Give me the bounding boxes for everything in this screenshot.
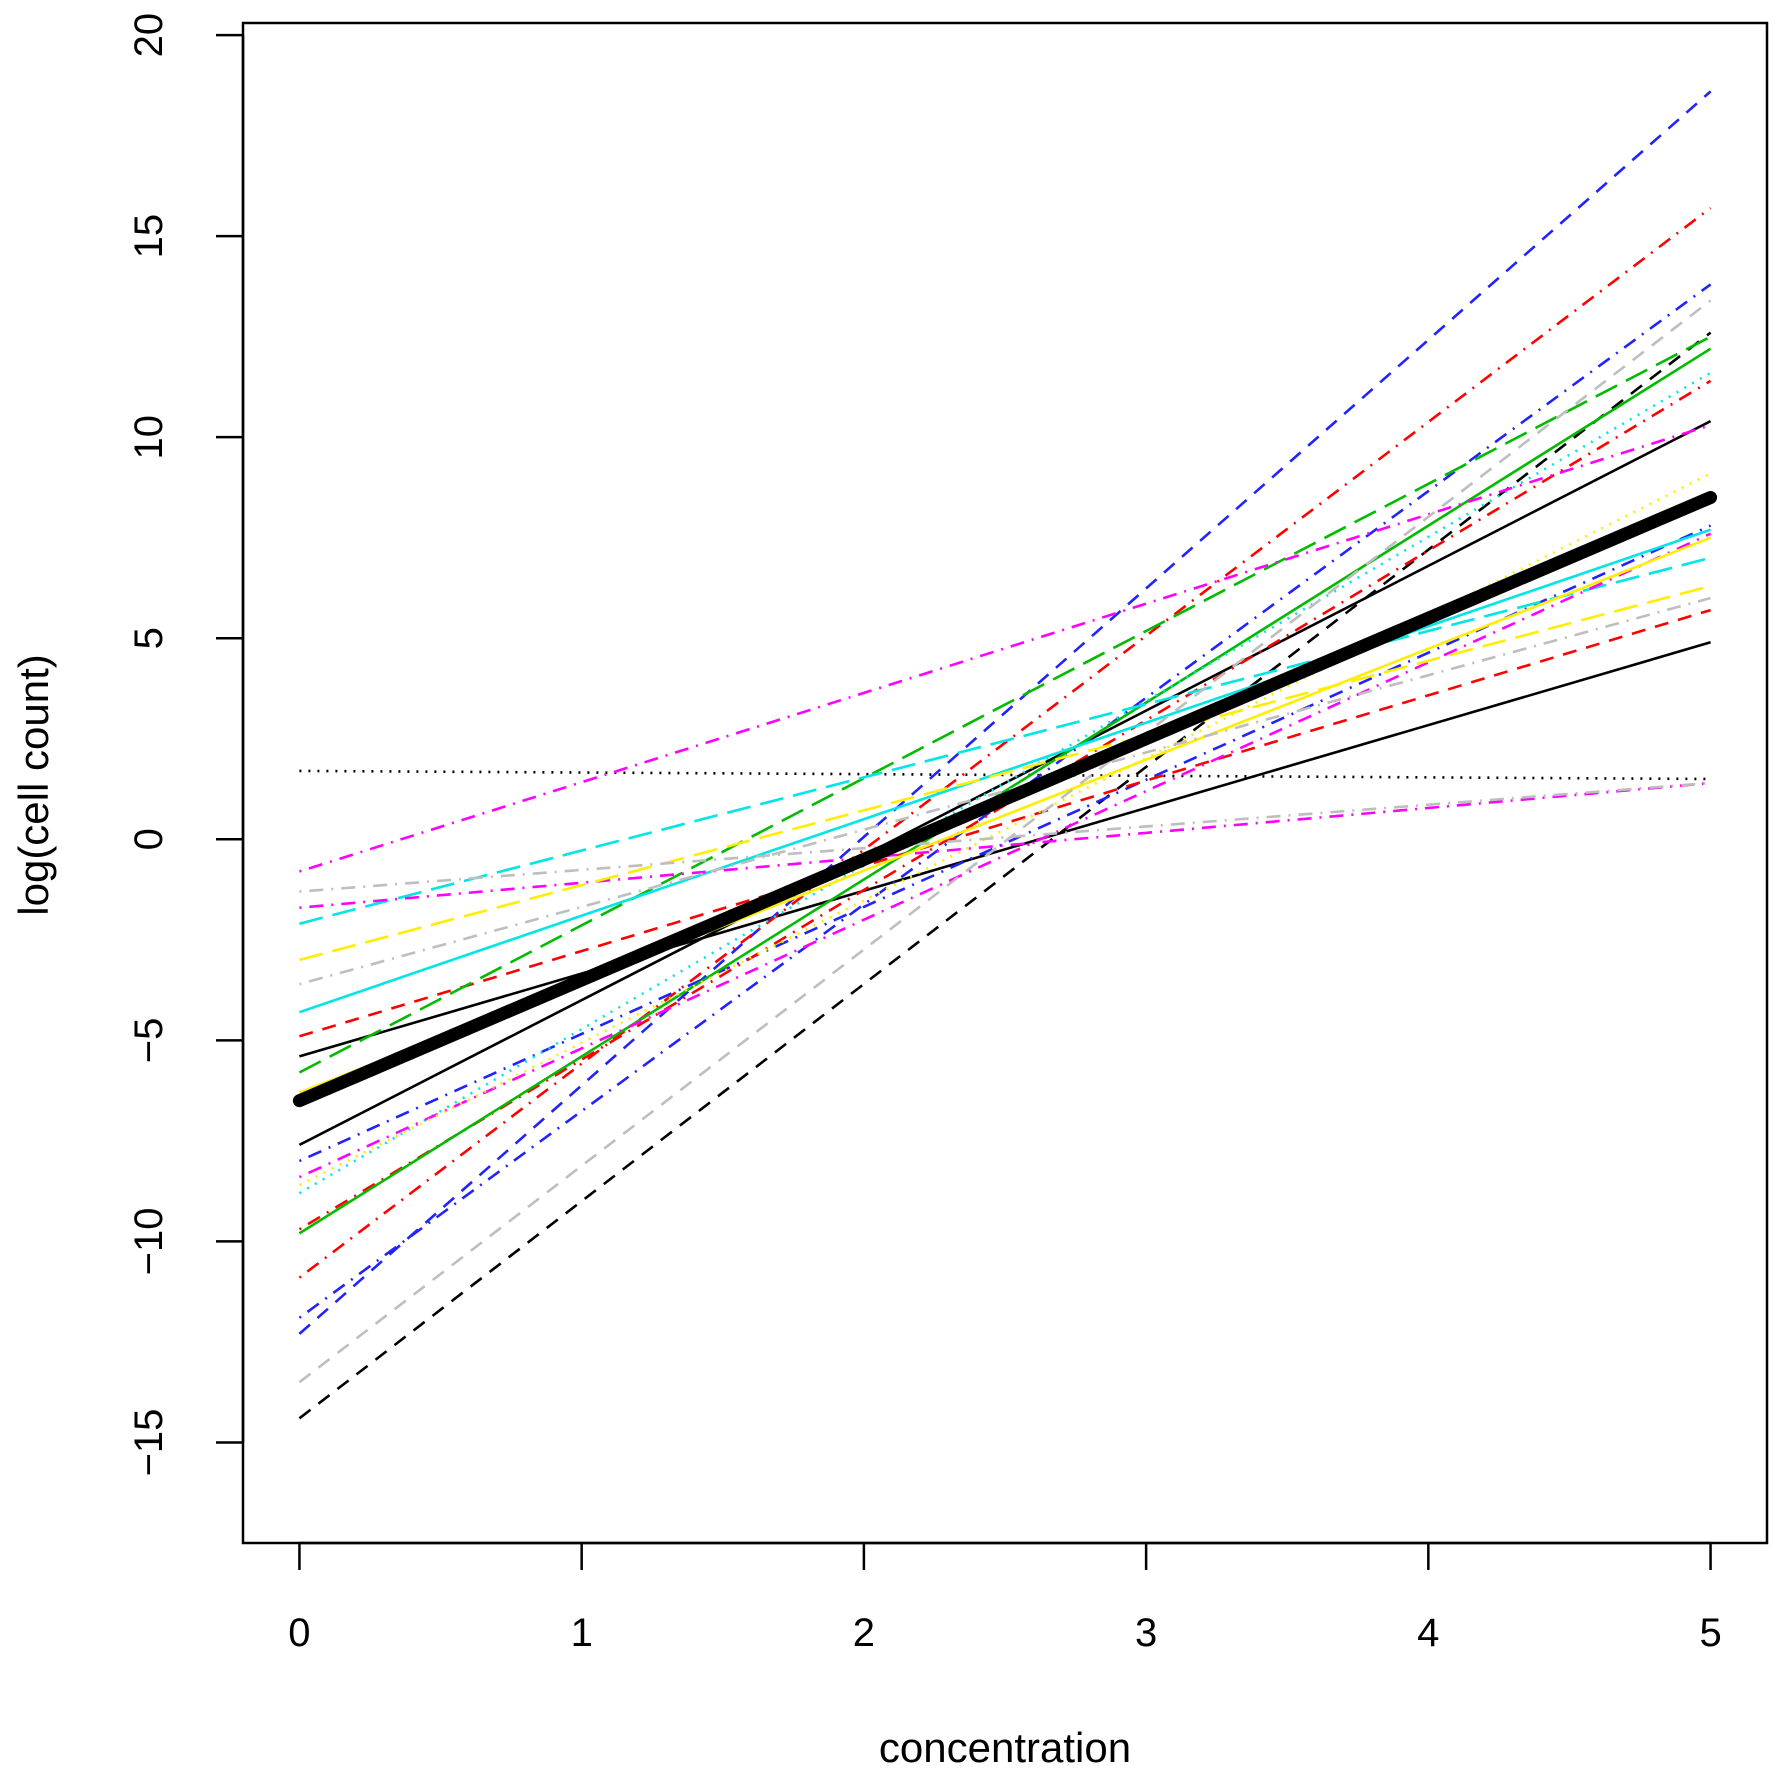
y-tick-label: 15 (127, 214, 171, 259)
series-line-25 (299, 781, 1711, 893)
x-tick-label: 5 (1699, 1611, 1721, 1655)
series-line-15 (298, 528, 1712, 1014)
series-line-24 (298, 299, 1712, 1384)
series-line-12 (298, 347, 1712, 1235)
y-axis-title: log(cell count) (10, 654, 57, 915)
series-line-13 (298, 335, 1712, 1074)
y-tick-label: 20 (127, 13, 171, 58)
series-line-3 (298, 419, 1712, 1147)
series-line-22 (299, 584, 1711, 962)
series-line-23 (298, 472, 1712, 1187)
series-line-6 (298, 90, 1712, 1335)
series-line-5 (299, 769, 1711, 781)
x-axis: 0 1 2 3 4 5 (288, 1541, 1722, 1655)
series-line-19 (299, 781, 1711, 909)
x-tick-label: 2 (853, 1611, 875, 1655)
series-line-26 (299, 596, 1711, 986)
y-tick-label: 0 (127, 828, 171, 850)
series-line-9 (298, 206, 1712, 1279)
y-tick-label: −5 (127, 1018, 171, 1064)
series-line-8 (298, 524, 1712, 1163)
series-layer (292, 90, 1718, 1420)
y-tick-label: −10 (127, 1207, 171, 1275)
series-line-2 (299, 641, 1711, 1058)
y-tick-label: 5 (127, 627, 171, 649)
series-line-20 (298, 532, 1712, 1179)
series-line-11 (299, 608, 1711, 1038)
y-tick-label: 10 (127, 415, 171, 460)
series-line-1 (292, 491, 1718, 1108)
x-axis-title: concentration (879, 1724, 1131, 1771)
series-line-4 (298, 331, 1712, 1420)
series-line-18 (299, 423, 1711, 873)
series-line-16 (299, 556, 1711, 925)
series-line-17 (298, 371, 1712, 1195)
y-axis: −15 −10 −5 0 5 10 15 20 (127, 13, 245, 1477)
x-tick-label: 4 (1417, 1611, 1439, 1655)
x-tick-label: 3 (1135, 1611, 1157, 1655)
x-tick-label: 1 (571, 1611, 593, 1655)
x-tick-label: 0 (288, 1611, 310, 1655)
y-tick-label: −15 (127, 1409, 171, 1477)
